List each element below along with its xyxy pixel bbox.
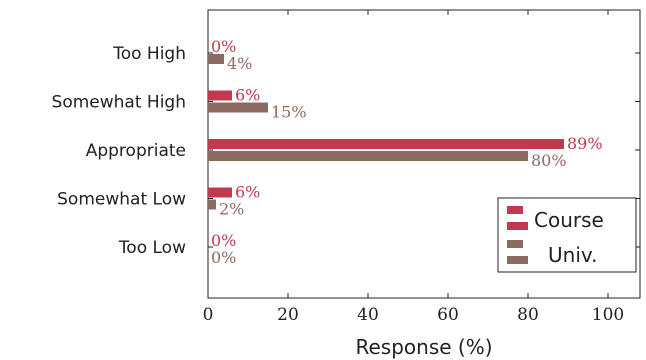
bar-course (208, 139, 564, 149)
legend-swatch-univ (507, 240, 523, 248)
category-label: Appropriate (86, 141, 186, 161)
category-label: Too Low (118, 238, 186, 258)
bars (208, 54, 564, 210)
data-label: 6% (235, 86, 260, 105)
category-label: Somewhat High (52, 93, 186, 113)
bar-univ (208, 199, 216, 210)
data-label: 0% (211, 248, 236, 267)
x-axis-label: Response (%) (355, 335, 492, 359)
data-label: 4% (227, 54, 252, 73)
bar-course (208, 187, 232, 198)
legend: Course Univ. (497, 197, 637, 273)
data-label: 0% (211, 37, 236, 56)
bar-univ (208, 54, 224, 64)
x-tick-label: 0 (203, 305, 214, 325)
legend-label-course: Course (534, 208, 604, 232)
bar-univ (208, 102, 268, 113)
x-tick-label: 20 (277, 305, 299, 325)
data-label: 15% (271, 103, 307, 122)
x-tick-label: 40 (357, 305, 379, 325)
data-label: 6% (235, 183, 260, 202)
data-labels: 0%4%6%15%89%80%6%2%0%0% (211, 37, 603, 267)
legend-swatch-course (507, 222, 528, 230)
x-tick-label: 60 (437, 305, 459, 325)
category-label: Somewhat Low (57, 190, 186, 210)
legend-swatch-course (507, 206, 523, 214)
data-label: 0% (211, 231, 236, 250)
x-tick-label: 100 (592, 305, 624, 325)
legend-label-univ: Univ. (548, 243, 598, 267)
x-tick-label: 80 (517, 305, 539, 325)
category-label: Too High (112, 44, 186, 64)
data-label: 80% (531, 151, 567, 170)
data-label: 89% (567, 134, 603, 153)
bar-univ (208, 151, 528, 161)
data-label: 2% (219, 200, 244, 219)
bar-course (208, 90, 232, 101)
axis-ticks: 0 20 40 60 80 100 (203, 10, 640, 325)
legend-swatch-univ (507, 256, 528, 264)
category-labels: Too High Somewhat High Appropriate Somewhat… (52, 44, 187, 258)
